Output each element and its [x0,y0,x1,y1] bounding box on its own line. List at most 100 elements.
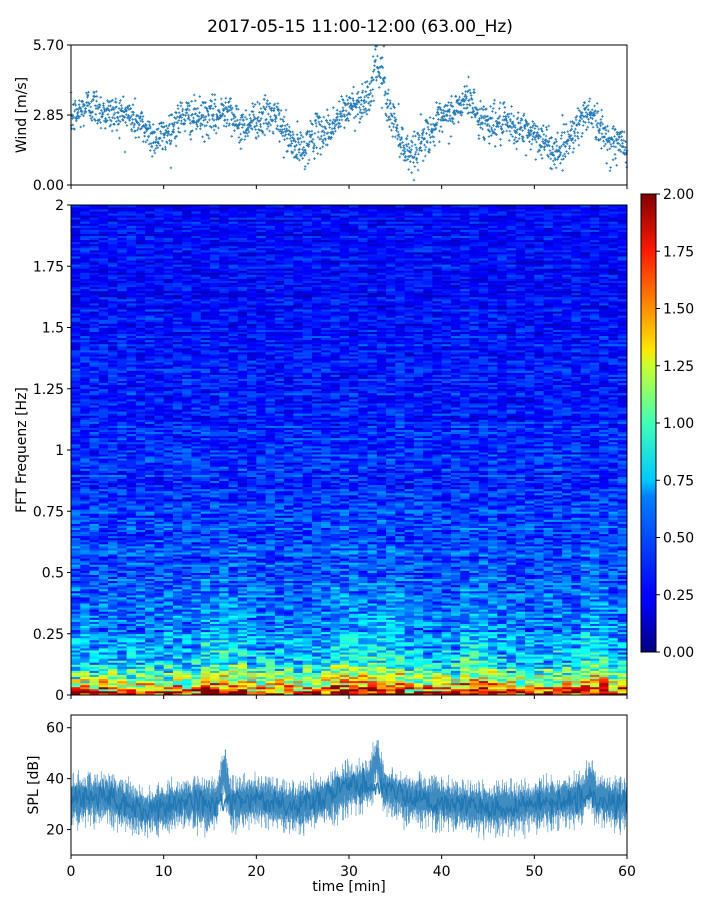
wind-point [109,99,113,103]
wind-point [117,119,120,122]
wind-point [127,108,131,111]
wind-point [128,104,131,107]
wind-y-ticks: 5.70 2.85 0.00 [33,38,71,194]
wind-point [107,116,111,119]
wind-point [103,108,107,111]
wind-point [82,114,85,118]
wind-point [75,119,78,123]
wind-point [111,116,114,119]
wind-point [94,113,98,116]
wind-point [80,110,84,114]
wind-point [128,119,131,122]
spectrogram-cells [71,205,628,696]
wind-point [131,103,135,107]
wind-point [122,95,125,98]
wind-point [79,125,82,129]
wind-point [118,115,122,118]
y-tick-label: 2.85 [33,108,64,124]
wind-point [73,109,76,113]
wind-point [95,90,98,93]
wind-point [114,97,118,101]
wind-point [124,121,127,124]
wind-point [111,98,114,102]
wind-point [106,113,110,116]
wind-point [71,123,75,127]
wind-point [89,117,93,120]
wind-point [88,114,92,117]
wind-point [121,119,125,122]
wind-point [73,101,77,105]
wind-point [118,101,121,105]
wind-point [110,108,114,111]
wind-point [71,113,74,117]
wind-point [113,116,116,120]
wind-point [96,122,99,125]
wind-point [120,106,124,110]
wind-point [84,107,87,110]
wind-point [125,124,129,127]
y-tick-label: 0.00 [33,178,64,194]
y-tick-label: 5.70 [33,38,64,54]
wind-point [91,115,94,119]
wind-point [119,99,122,102]
wind-point [84,110,88,114]
wind-point [105,119,109,122]
wind-point [108,109,111,113]
wind-point [109,104,112,108]
wind-point [91,110,94,114]
wind-point [131,118,134,121]
wind-point [100,109,103,112]
wind-point [98,105,101,109]
wind-point [117,122,121,126]
wind-point [131,121,134,125]
wind-point [109,123,113,127]
wind-point [99,121,102,124]
wind-point [103,127,107,130]
wind-point [132,113,135,116]
wind-point [115,129,119,132]
wind-point [94,119,97,122]
wind-point [120,114,124,118]
wind-point [80,113,84,116]
wind-point [80,109,83,112]
wind-point [130,129,134,133]
wind-point [90,119,94,122]
wind-point [87,90,90,94]
wind-point [88,102,91,105]
wind-point [73,99,77,103]
wind-point [114,100,118,104]
wind-point [95,95,99,98]
wind-point [78,99,81,102]
wind-point [77,116,81,120]
wind-point [108,100,111,104]
wind-point [89,105,92,109]
wind-point [72,115,76,119]
wind-point [102,119,106,123]
wind-point [76,110,80,114]
wind-point [73,128,76,131]
wind-point [75,117,79,120]
wind-point [113,111,117,115]
wind-point [116,116,119,120]
wind-point [77,103,81,106]
wind-point [99,126,103,130]
wind-point [77,108,80,111]
wind-point [92,98,95,102]
wind-point [95,104,99,108]
wind-point [117,111,120,114]
wind-point [134,129,137,133]
wind-point [120,104,123,107]
wind-point [118,136,121,140]
wind-point [86,104,90,107]
wind-point [110,119,113,123]
wind-point [83,103,86,107]
wind-point [102,106,106,109]
wind-point [98,118,101,121]
wind-point [81,105,85,108]
wind-point [74,103,77,107]
wind-point [90,100,93,103]
wind-point [79,107,82,110]
wind-y-axis-label: Wind [m/s] [14,77,30,153]
wind-point [71,117,74,120]
